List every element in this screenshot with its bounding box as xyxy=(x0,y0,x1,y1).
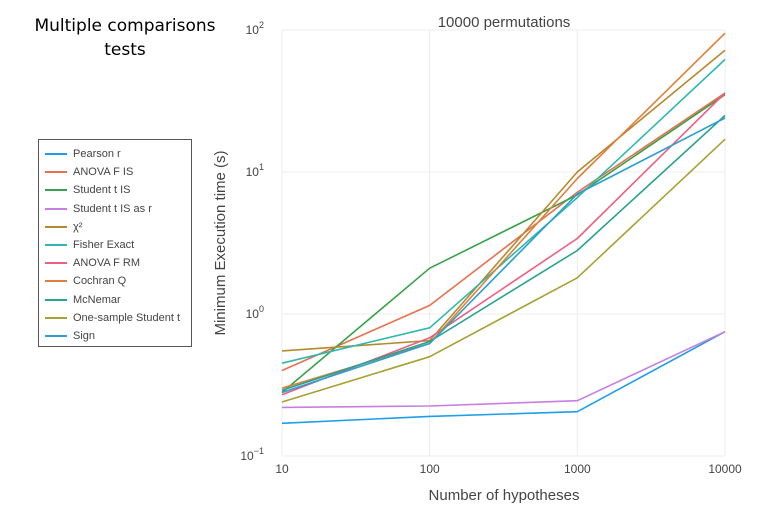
legend-item: Pearson r xyxy=(39,146,191,162)
legend-item: Student t IS as r xyxy=(39,201,191,217)
series-line-1 xyxy=(281,92,726,372)
legend-swatch xyxy=(45,298,67,301)
series-line-9 xyxy=(281,138,726,403)
series-line-0 xyxy=(281,330,726,425)
legend-item: Sign xyxy=(39,328,191,344)
y-tick-base: 10 xyxy=(246,23,260,37)
legend-item: ANOVA F RM xyxy=(39,255,191,271)
y-tick-label: 10−1 xyxy=(240,446,264,463)
y-tick-label: 101 xyxy=(246,162,264,179)
x-tick-label: 10 xyxy=(275,462,289,476)
x-tick-label: 10000 xyxy=(708,462,742,476)
legend-item: ANOVA F IS xyxy=(39,164,191,180)
series-line-2 xyxy=(281,94,726,394)
y-axis-label: Minimum Execution time (s) xyxy=(212,150,229,335)
legend-swatch xyxy=(45,316,67,319)
chart-title: 10000 permutations xyxy=(438,14,571,31)
series-lines xyxy=(281,32,726,425)
legend-label: Pearson r xyxy=(73,148,121,160)
legend-label: Student t IS xyxy=(73,184,131,197)
series-line-3 xyxy=(281,330,726,409)
legend-swatch xyxy=(45,225,67,228)
y-tick-label: 102 xyxy=(246,20,264,37)
legend-swatch xyxy=(45,207,67,210)
legend-label: Cochran Q xyxy=(73,275,127,288)
legend-swatch xyxy=(45,171,67,174)
legend-item: χ² xyxy=(39,219,191,235)
legend-label: One-sample Student t xyxy=(73,311,181,324)
legend-swatch xyxy=(45,262,67,265)
legend-swatch xyxy=(45,244,67,246)
series-line-5 xyxy=(281,58,726,364)
x-tick-label: 1000 xyxy=(564,462,591,476)
x-axis-label: Number of hypotheses xyxy=(429,487,580,504)
legend-label: Fisher Exact xyxy=(73,239,135,251)
legend-label: ANOVA F IS xyxy=(73,166,134,179)
y-tick-exponent: 1 xyxy=(259,162,264,172)
y-tick-base: 10 xyxy=(246,307,260,321)
series-line-7 xyxy=(281,32,726,389)
legend-label: McNemar xyxy=(73,293,121,306)
y-tick-exponent: −1 xyxy=(254,446,264,456)
legend-item: Cochran Q xyxy=(39,273,191,289)
legend-item: Student t IS xyxy=(39,182,191,198)
side-title: Multiple comparisons tests xyxy=(20,14,230,62)
legend-swatch xyxy=(45,280,67,283)
legend-swatch xyxy=(45,335,67,337)
series-line-10 xyxy=(281,117,726,394)
legend-label: Student t IS as r xyxy=(73,202,152,215)
side-title-line-2: tests xyxy=(104,40,146,60)
legend-item: Fisher Exact xyxy=(39,237,191,253)
y-tick-exponent: 0 xyxy=(259,304,264,314)
legend-item: McNemar xyxy=(39,292,191,308)
y-tick-base: 10 xyxy=(246,165,260,179)
y-tick-label: 100 xyxy=(246,304,264,321)
grid xyxy=(281,29,726,457)
series-line-8 xyxy=(281,114,726,392)
side-title-line-1: Multiple comparisons xyxy=(34,16,216,36)
legend-label: Sign xyxy=(73,330,96,342)
legend-item: One-sample Student t xyxy=(39,310,191,326)
legend: Pearson r ANOVA F IS Student t IS Student t… xyxy=(38,139,192,347)
legend-swatch xyxy=(45,153,67,155)
legend-swatch xyxy=(45,189,67,192)
y-tick-base: 10 xyxy=(240,449,254,463)
x-tick-label: 100 xyxy=(420,462,440,476)
legend-label: χ² xyxy=(73,220,83,233)
y-tick-exponent: 2 xyxy=(259,20,264,30)
legend-label: ANOVA F RM xyxy=(73,257,141,270)
